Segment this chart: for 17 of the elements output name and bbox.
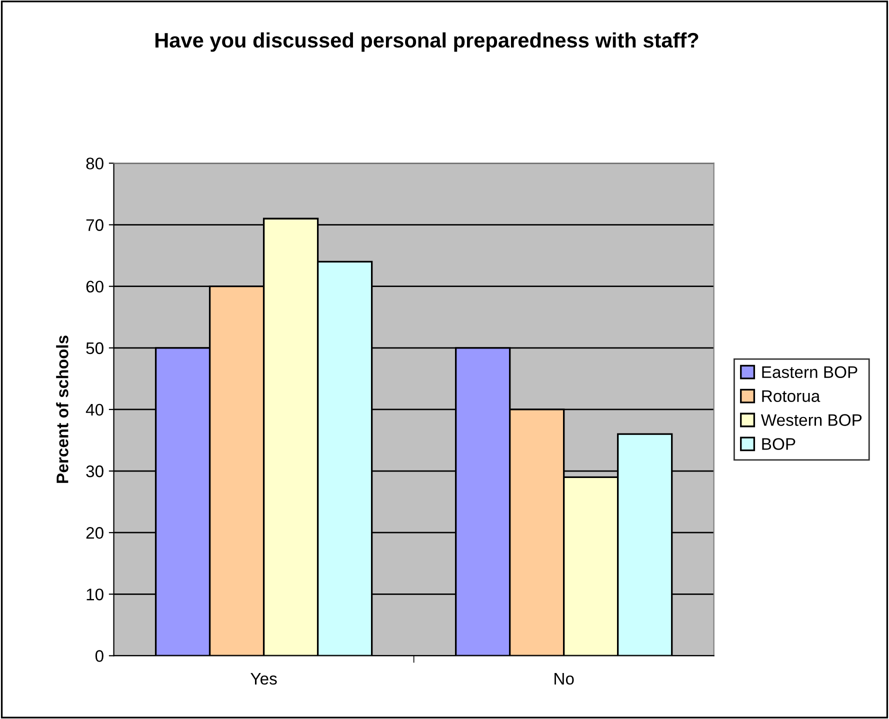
legend-label: Western BOP bbox=[760, 414, 862, 426]
x-tick-label: No bbox=[554, 673, 574, 685]
y-tick-label: 40 bbox=[86, 404, 104, 416]
legend-label: BOP bbox=[762, 438, 796, 450]
y-tick-label: 30 bbox=[86, 465, 104, 478]
y-tick-label: 50 bbox=[86, 342, 104, 354]
y-axis-title: Percent of schools bbox=[56, 336, 68, 483]
legend-label: Rotorua bbox=[762, 390, 820, 402]
y-tick-label: 70 bbox=[86, 219, 104, 231]
y-tick-label: 80 bbox=[86, 158, 104, 170]
legend-label: Eastern BOP bbox=[762, 366, 858, 378]
y-tick-label: 20 bbox=[86, 527, 104, 539]
chart-title: Have you discussed personal preparedness with staff? bbox=[155, 32, 698, 52]
y-tick-label: 0 bbox=[95, 650, 104, 662]
y-tick-label: 60 bbox=[86, 280, 104, 293]
y-tick-label: 10 bbox=[86, 588, 104, 600]
x-tick-label: Yes bbox=[250, 673, 277, 685]
